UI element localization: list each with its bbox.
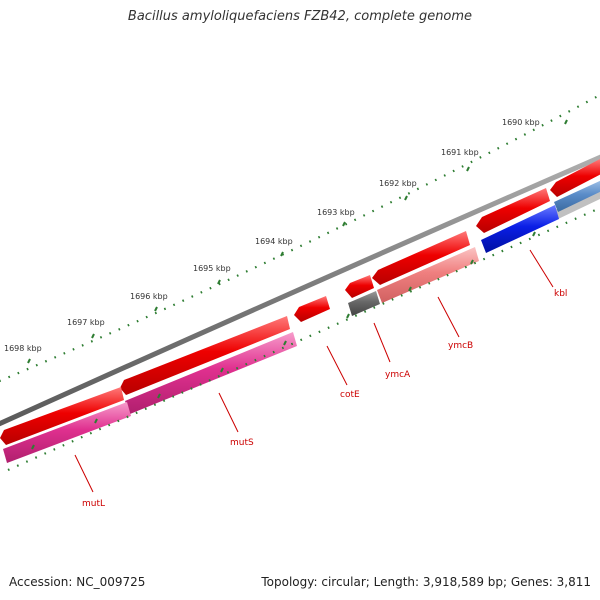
kbp-label-1698: 1698 kbp xyxy=(4,344,42,353)
kbp-label-1693: 1693 kbp xyxy=(317,208,355,217)
kbp-label-1696: 1696 kbp xyxy=(130,292,168,301)
gene-label-ymcB: ymcB xyxy=(448,341,473,351)
genome-backbone xyxy=(0,154,600,427)
gene-arrow-ymcB-upstream[interactable] xyxy=(476,188,550,233)
kbp-label-1697: 1697 kbp xyxy=(67,318,105,327)
gene-band-mutL[interactable] xyxy=(3,402,131,463)
inner-major-ticks xyxy=(31,231,536,450)
gene-leader-lines xyxy=(74,249,554,493)
topology-text: Topology: circular; Length: 3,918,589 bp… xyxy=(261,575,591,589)
gene-band-ymcB[interactable] xyxy=(377,247,479,303)
gene-arrow-cotE[interactable] xyxy=(294,296,330,322)
gene-arrow-ymcB[interactable] xyxy=(372,231,470,285)
gene-label-mutS: mutS xyxy=(230,438,254,448)
kbp-label-1691: 1691 kbp xyxy=(441,148,479,157)
kbp-label-1692: 1692 kbp xyxy=(379,179,417,188)
map-title: Bacillus amyloliquefaciens FZB42, comple… xyxy=(127,9,473,24)
gene-label-cotE: cotE xyxy=(340,390,360,400)
gene-band-ymcA[interactable] xyxy=(348,291,380,316)
gene-arrow-mutS[interactable] xyxy=(120,316,290,395)
gene-arrow-ymcA[interactable] xyxy=(345,275,374,298)
kbp-label-1695: 1695 kbp xyxy=(193,264,231,273)
gene-arrow-kbl-partner[interactable] xyxy=(550,159,600,197)
gene-label-mutL: mutL xyxy=(82,499,105,509)
accession-text: Accession: NC_009725 xyxy=(9,575,146,589)
gene-label-ymcA: ymcA xyxy=(385,370,411,380)
gene-band-kbl-blue[interactable] xyxy=(481,205,559,253)
gene-arrow-mutL[interactable] xyxy=(0,387,124,445)
kbp-label-1694: 1694 kbp xyxy=(255,237,293,246)
kbp-label-1690: 1690 kbp xyxy=(502,118,540,127)
gene-band-mutS[interactable] xyxy=(125,332,297,414)
inner-tick-ring xyxy=(7,206,600,472)
gene-band-kbl-steel xyxy=(554,180,600,212)
gene-label-kbl: kbl xyxy=(554,289,567,299)
kbp-major-ticks xyxy=(27,119,568,364)
